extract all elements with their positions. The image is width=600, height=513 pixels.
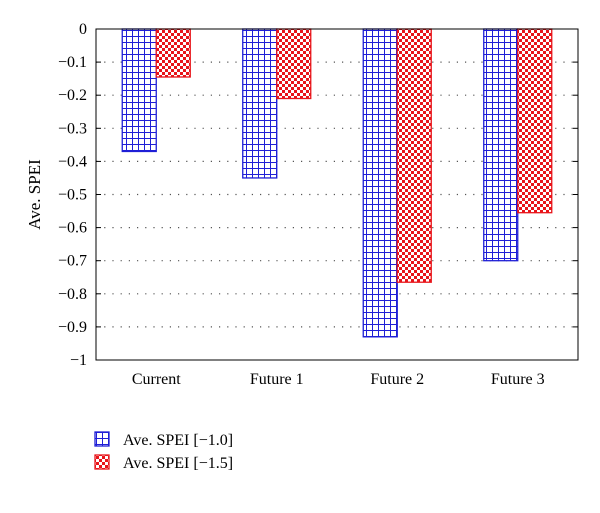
bar-spei-1-0 [242, 28, 278, 179]
x-tick-label: Future 3 [491, 371, 545, 388]
y-tick-label: −0.9 [58, 319, 87, 336]
bars [121, 28, 553, 338]
x-tick-label: Future 2 [370, 371, 424, 388]
y-tick-label: −1 [70, 352, 87, 369]
y-axis-label: Ave. SPEI [25, 159, 44, 230]
legend-swatch [94, 454, 110, 470]
legend-swatch [94, 431, 110, 447]
bar-spei-1-0 [362, 28, 398, 338]
y-tick-label: −0.6 [58, 220, 87, 237]
bar-spei-1-0 [483, 28, 519, 262]
y-tick-label: −0.2 [58, 87, 87, 104]
x-tick-label: Current [132, 371, 181, 388]
y-tick-label: −0.5 [58, 187, 87, 204]
bar-spei-1-5 [396, 28, 432, 283]
x-axis: Current Future 1 Future 2 Future 3 [132, 371, 545, 388]
y-tick-label: −0.3 [58, 120, 87, 137]
y-tick-label: −0.1 [58, 54, 87, 71]
y-tick-label: −0.7 [58, 253, 87, 270]
legend: Ave. SPEI [−1.0] Ave. SPEI [−1.5] [94, 431, 233, 472]
y-tick-label: −0.4 [58, 153, 87, 170]
y-tick-label: 0 [79, 21, 87, 38]
x-tick-label: Future 1 [250, 371, 304, 388]
bar-spei-1-5 [517, 28, 553, 214]
bar-spei-1-0 [121, 28, 157, 153]
bar-spei-1-5 [276, 28, 312, 100]
legend-label: Ave. SPEI [−1.5] [123, 455, 233, 472]
legend-label: Ave. SPEI [−1.0] [123, 432, 233, 449]
bar-spei-1-5 [155, 28, 191, 78]
y-axis: 0 −0.1 −0.2 −0.3 −0.4 −0.5 −0.6 −0.7 −0.8 −0.9 −1 [58, 21, 578, 369]
y-tick-label: −0.8 [58, 286, 87, 303]
